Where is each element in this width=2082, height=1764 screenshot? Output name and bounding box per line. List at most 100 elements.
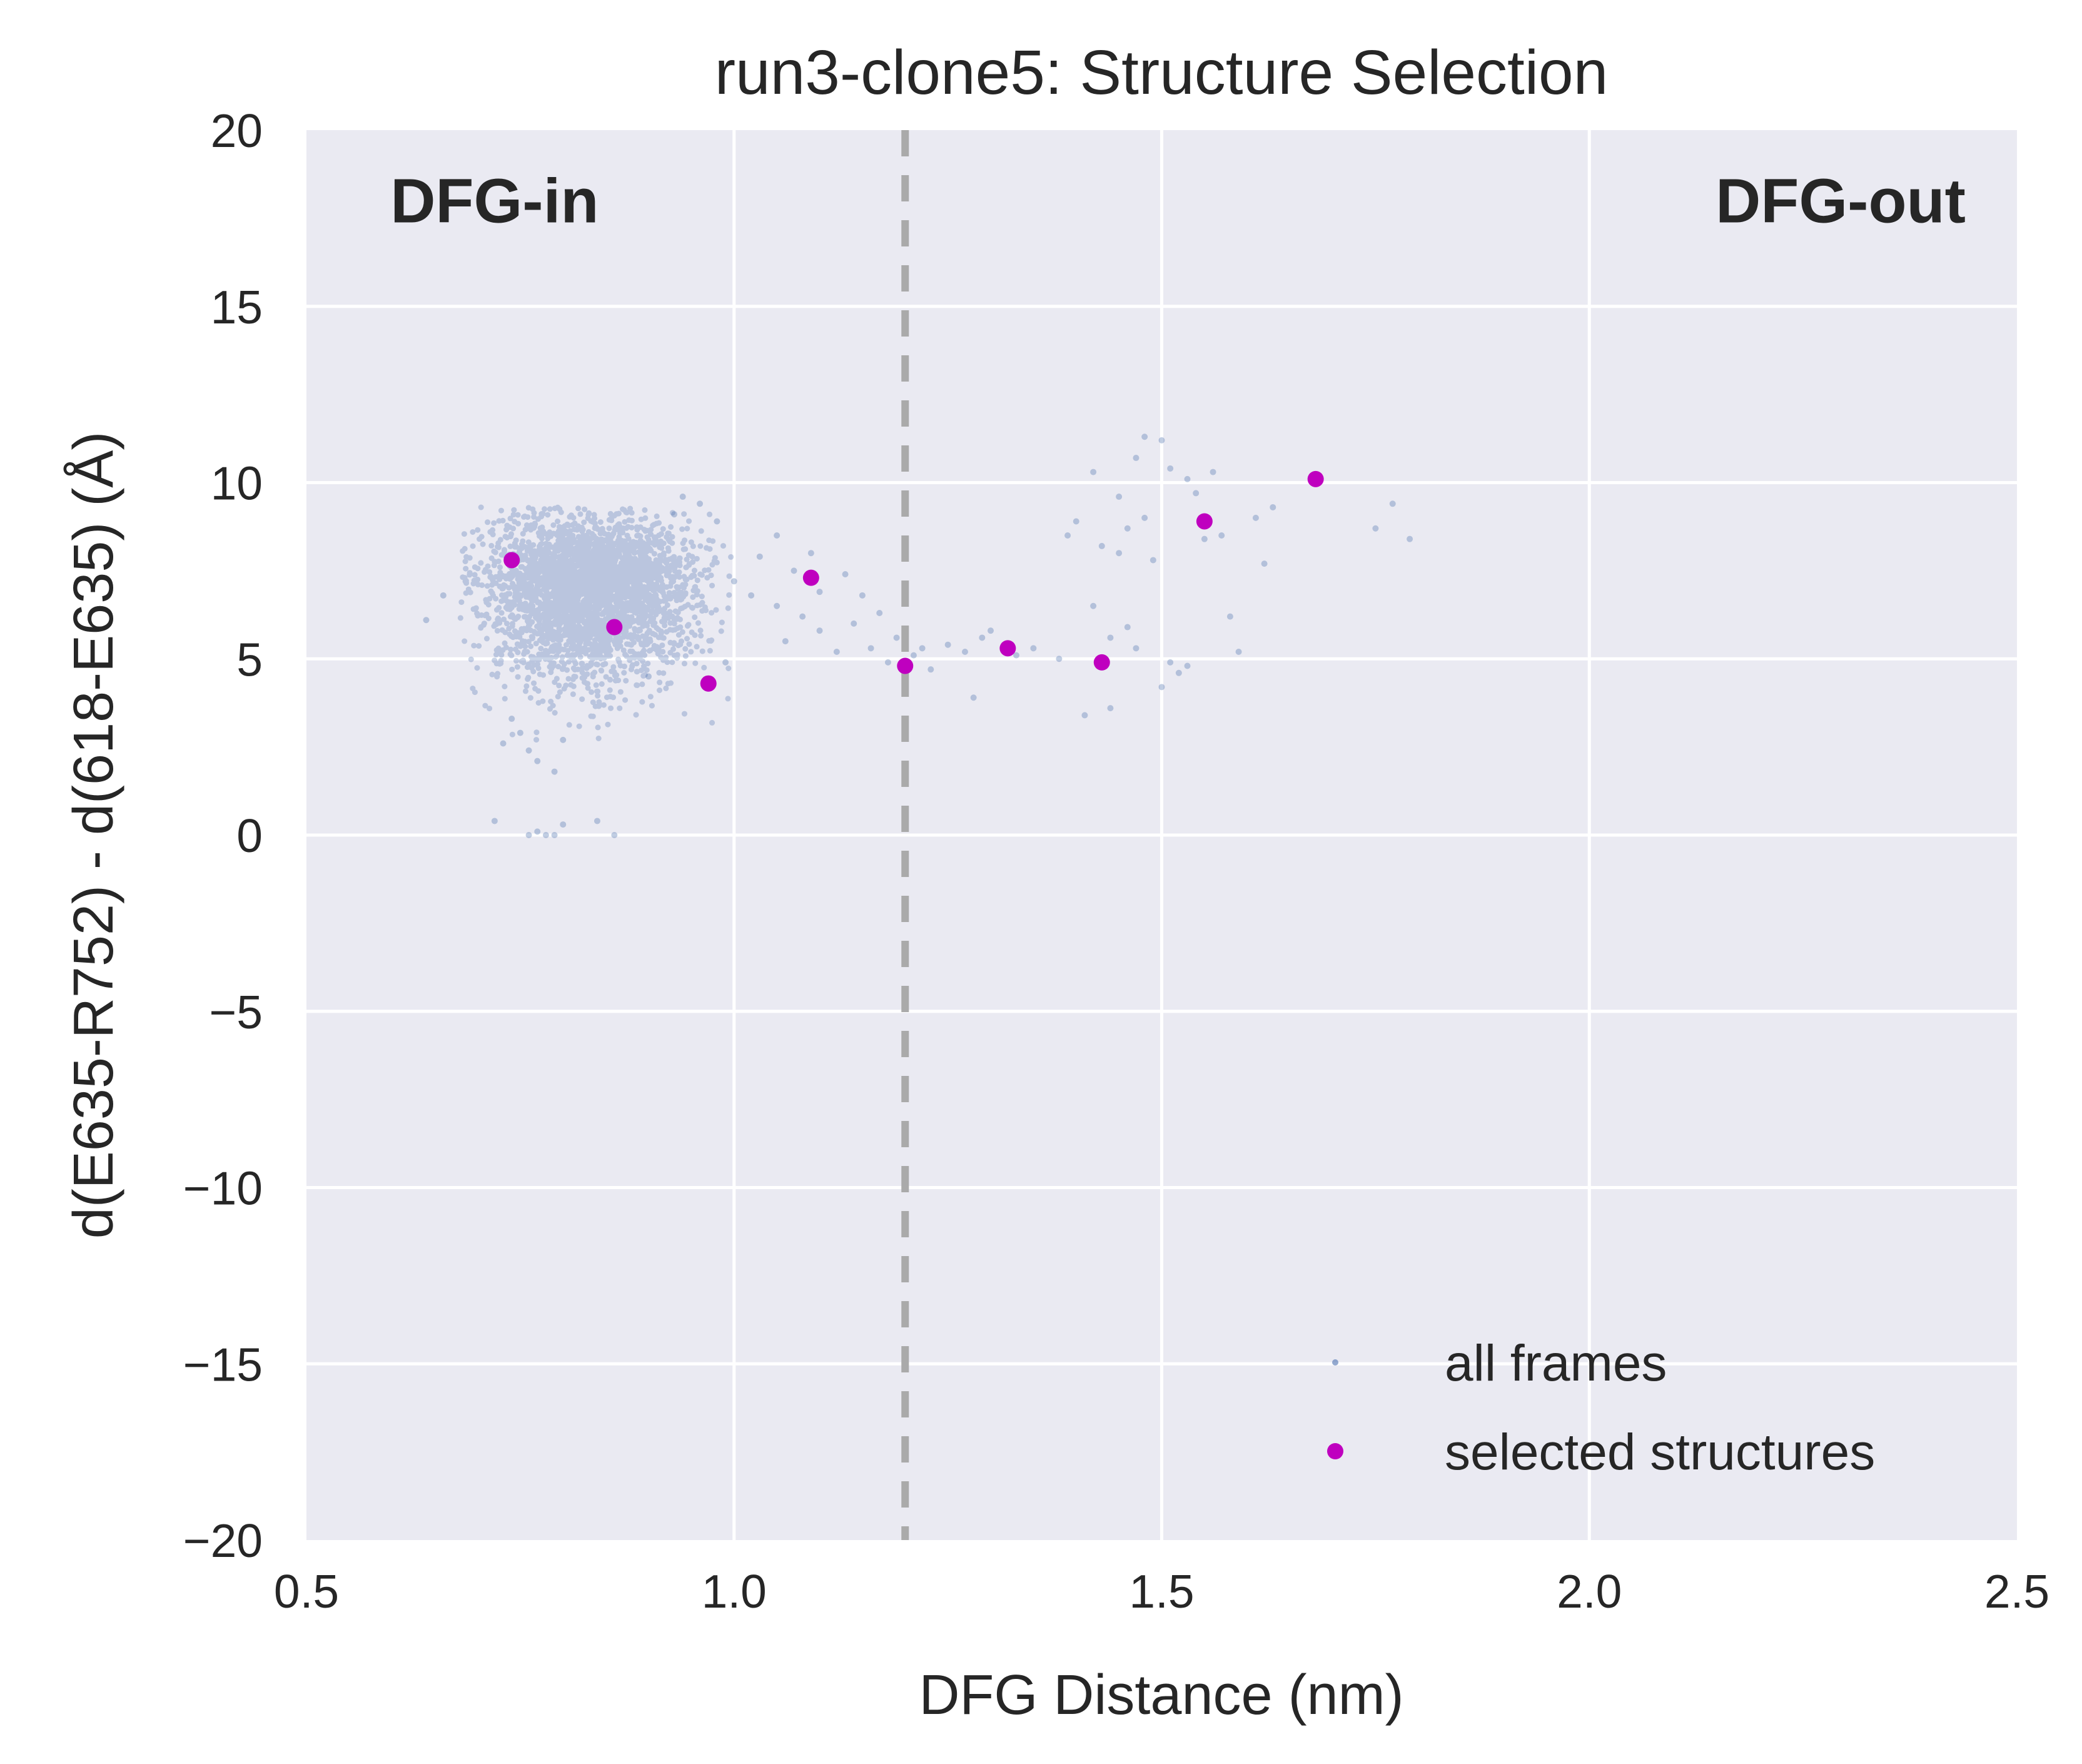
all-frames-point	[1030, 645, 1037, 652]
all-frames-point	[534, 758, 541, 764]
all-frames-point	[807, 550, 814, 557]
all-frames-point	[1184, 662, 1191, 669]
all-frames-point	[423, 617, 430, 624]
all-frames-point	[799, 613, 806, 620]
all-frames-point	[859, 592, 866, 599]
all-frames-point	[867, 645, 874, 652]
all-frames-point	[1013, 652, 1020, 659]
all-frames-point	[491, 818, 498, 824]
all-frames-point	[1116, 494, 1123, 500]
all-frames-cluster	[457, 504, 734, 743]
legend: all frames selected structures	[1327, 1335, 1875, 1481]
selected-structure-point	[1196, 513, 1213, 530]
all-frames-point	[517, 729, 523, 736]
all-frames-point	[927, 666, 934, 673]
all-frames-point	[791, 567, 797, 574]
legend-label-all-frames: all frames	[1445, 1335, 1667, 1392]
selected-structure-point	[897, 657, 914, 674]
all-frames-point	[1141, 433, 1148, 440]
x-tick-label: 2.5	[1984, 1565, 2049, 1618]
all-frames-point	[1407, 535, 1413, 542]
selected-structure-point	[1307, 470, 1324, 487]
dfg-out-label: DFG-out	[1716, 166, 1966, 236]
selected-structure-point	[606, 619, 623, 636]
all-frames-point	[722, 659, 729, 666]
all-frames-point	[697, 500, 704, 507]
x-axis-label: DFG Distance (nm)	[919, 1664, 1403, 1726]
all-frames-point	[1081, 712, 1088, 719]
all-frames-point	[988, 627, 994, 634]
y-tick-label: 10	[211, 457, 263, 510]
all-frames-point	[816, 627, 823, 634]
all-frames-point	[525, 747, 532, 754]
all-frames-point	[500, 740, 507, 747]
all-frames-point	[1184, 475, 1191, 482]
x-tick-label: 1.0	[702, 1565, 767, 1618]
all-frames-point	[1235, 648, 1242, 655]
all-frames-point	[1270, 504, 1276, 510]
all-frames-point	[679, 494, 686, 500]
y-tick-label: −10	[183, 1162, 263, 1215]
all-frames-point	[884, 659, 891, 666]
all-frames-cluster-points	[457, 504, 734, 743]
all-frames-point	[1098, 542, 1105, 549]
y-tick-label: 5	[236, 633, 263, 686]
all-frames-point	[961, 648, 968, 655]
all-frames-point	[1056, 656, 1063, 662]
all-frames-point	[1124, 525, 1131, 532]
all-frames-sparse	[423, 433, 1413, 838]
dfg-in-label: DFG-in	[390, 166, 599, 236]
all-frames-point	[774, 602, 781, 609]
all-frames-point	[1064, 532, 1071, 539]
selected-structures-points	[503, 470, 1324, 692]
all-frames-point	[979, 634, 986, 641]
selected-structure-point	[999, 640, 1016, 657]
all-frames-point	[970, 694, 977, 701]
all-frames-point	[1090, 602, 1097, 609]
all-frames-point	[1389, 500, 1396, 507]
all-frames-point	[1107, 634, 1114, 641]
all-frames-point	[944, 641, 951, 648]
y-tick-label: −15	[183, 1338, 263, 1391]
grid	[306, 130, 2017, 1540]
y-tick-label: −5	[209, 986, 263, 1038]
y-tick-labels: −20 −15 −10 −5 0 5 10 15 20	[183, 104, 263, 1567]
all-frames-point	[1372, 525, 1379, 532]
all-frames-point	[714, 518, 720, 525]
all-frames-point	[1167, 465, 1174, 472]
y-tick-label: 0	[236, 809, 263, 862]
all-frames-point	[1141, 514, 1148, 521]
all-frames-point	[1073, 518, 1079, 525]
all-frames-point	[1218, 532, 1225, 539]
all-frames-point	[782, 638, 789, 645]
y-tick-label: 15	[211, 281, 263, 333]
all-frames-point	[1252, 514, 1259, 521]
y-axis-label: d(E635-R752) - d(618-E635) (Å)	[63, 432, 125, 1239]
selected-structure-point	[700, 675, 717, 692]
all-frames-point	[1158, 684, 1165, 691]
all-frames-point	[748, 592, 755, 599]
all-frames-point	[1261, 560, 1268, 567]
x-tick-label: 1.5	[1129, 1565, 1194, 1618]
all-frames-point	[1150, 557, 1156, 564]
all-frames-point	[1201, 535, 1208, 542]
x-tick-label: 0.5	[274, 1565, 339, 1618]
legend-marker-selected	[1327, 1443, 1343, 1459]
all-frames-point	[1158, 437, 1165, 444]
all-frames-point	[542, 832, 549, 838]
all-frames-point	[1107, 705, 1114, 712]
all-frames-point	[1193, 490, 1200, 497]
selected-structure-point	[1093, 654, 1110, 671]
all-frames-point	[1124, 624, 1131, 631]
all-frames-point	[851, 620, 857, 627]
all-frames-point	[611, 832, 618, 838]
x-tick-label: 2.0	[1557, 1565, 1622, 1618]
y-tick-label: 20	[211, 104, 263, 157]
all-frames-point	[842, 571, 849, 578]
all-frames-point	[671, 511, 678, 518]
all-frames-point	[534, 828, 541, 835]
all-frames-point	[551, 768, 558, 775]
all-frames-point	[774, 532, 781, 539]
all-frames-point	[730, 578, 737, 585]
